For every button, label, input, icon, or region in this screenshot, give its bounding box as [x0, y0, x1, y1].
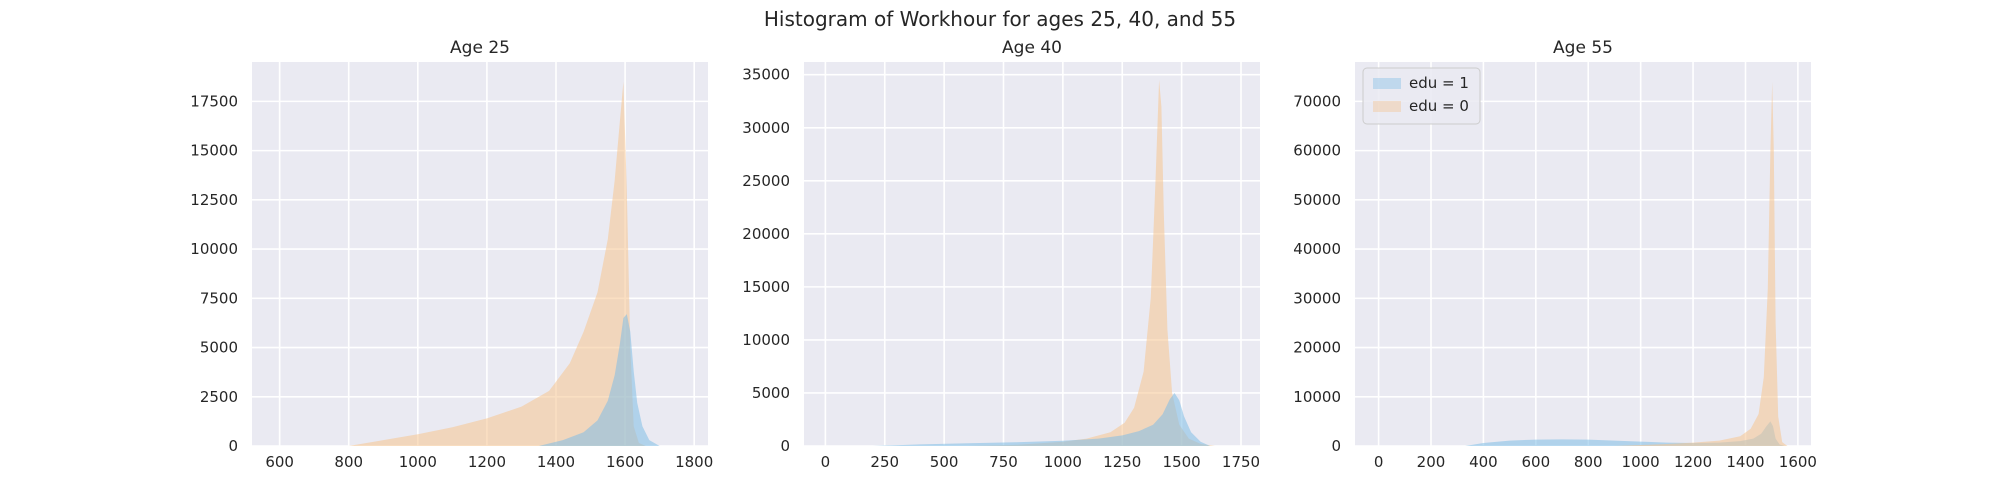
y-tick-label: 30000	[1293, 289, 1341, 307]
y-tick-label: 10000	[190, 240, 238, 258]
subplot-title: Age 25	[450, 38, 510, 58]
x-tick-label: 1200	[468, 453, 506, 471]
y-tick-label: 35000	[742, 66, 790, 84]
y-tick-label: 20000	[742, 225, 790, 243]
x-tick-label: 1400	[1726, 453, 1764, 471]
x-tick-label: 1200	[1674, 453, 1712, 471]
x-tick-label: 400	[1469, 453, 1498, 471]
y-tick-label: 0	[228, 437, 238, 455]
histogram-series-edu-1	[872, 393, 1211, 446]
y-tick-label: 0	[1331, 437, 1341, 455]
y-tick-label: 2500	[200, 388, 238, 406]
subplot-panels: 600 800 1000 1200 1400 1600 180002500500075001…	[190, 38, 1817, 471]
y-tick-label: 15000	[190, 142, 238, 160]
x-tick-label: 800	[1574, 453, 1603, 471]
subplot-title: Age 40	[1002, 38, 1062, 58]
x-tick-label: 1600	[606, 453, 644, 471]
y-tick-label: 5000	[200, 339, 238, 357]
subplot-title: Age 55	[1553, 38, 1613, 58]
legend-box	[1362, 67, 1481, 125]
y-tick-label: 50000	[1293, 191, 1341, 209]
x-tick-label: 0	[1374, 453, 1384, 471]
x-tick-label: 750	[989, 453, 1018, 471]
plot-area	[804, 62, 1260, 446]
x-tick-label: 200	[1417, 453, 1446, 471]
figure-suptitle: Histogram of Workhour for ages 25, 40, a…	[764, 7, 1236, 31]
x-tick-label: 1400	[537, 453, 575, 471]
histogram-series-edu-1	[538, 314, 660, 446]
subplot-3: 0 200 400 600 800 1000 1200 1400 1600 0 10000 20000…	[1293, 38, 1817, 471]
subplot-2: 0 250 500 750 1000 1250 1500 1750 0 5000 10000 1500…	[742, 38, 1260, 471]
x-tick-label: 250	[870, 453, 899, 471]
y-tick-label: 5000	[752, 384, 790, 402]
x-tick-label: 500	[930, 453, 959, 471]
legend: edu = 1 edu = 0	[1362, 67, 1481, 125]
y-tick-label: 10000	[742, 331, 790, 349]
y-tick-label: 17500	[190, 92, 238, 110]
y-tick-label: 70000	[1293, 92, 1341, 110]
y-tick-label: 20000	[1293, 339, 1341, 357]
legend-swatch	[1373, 78, 1401, 89]
legend-swatch	[1373, 101, 1401, 112]
y-tick-label: 25000	[742, 172, 790, 190]
histogram-series-edu-0	[967, 80, 1215, 446]
x-tick-label: 1500	[1163, 453, 1201, 471]
x-tick-label: 1000	[1044, 453, 1082, 471]
histogram-series-edu-1	[1465, 421, 1785, 446]
x-tick-label: 1000	[1622, 453, 1660, 471]
y-tick-label: 40000	[1293, 240, 1341, 258]
legend-label: edu = 1	[1409, 74, 1469, 92]
x-tick-label: 1800	[675, 453, 713, 471]
x-tick-label: 1250	[1103, 453, 1141, 471]
x-tick-label: 600	[265, 453, 294, 471]
x-tick-label: 0	[821, 453, 831, 471]
x-tick-label: 600	[1522, 453, 1551, 471]
legend-label: edu = 0	[1409, 97, 1469, 115]
x-tick-label: 1750	[1222, 453, 1260, 471]
y-tick-label: 15000	[742, 278, 790, 296]
x-tick-label: 800	[334, 453, 363, 471]
y-tick-label: 0	[780, 437, 790, 455]
y-tick-label: 10000	[1293, 388, 1341, 406]
subplot-1: 600 800 1000 1200 1400 1600 1800 0 2500 5000 7500 1…	[190, 38, 713, 471]
y-tick-label: 12500	[190, 191, 238, 209]
x-tick-label: 1000	[399, 453, 437, 471]
plot-area	[252, 62, 708, 446]
histogram-series-edu-0	[1614, 81, 1788, 446]
y-tick-label: 30000	[742, 119, 790, 137]
x-tick-label: 1600	[1779, 453, 1817, 471]
y-tick-label: 7500	[200, 289, 238, 307]
y-tick-label: 60000	[1293, 142, 1341, 160]
